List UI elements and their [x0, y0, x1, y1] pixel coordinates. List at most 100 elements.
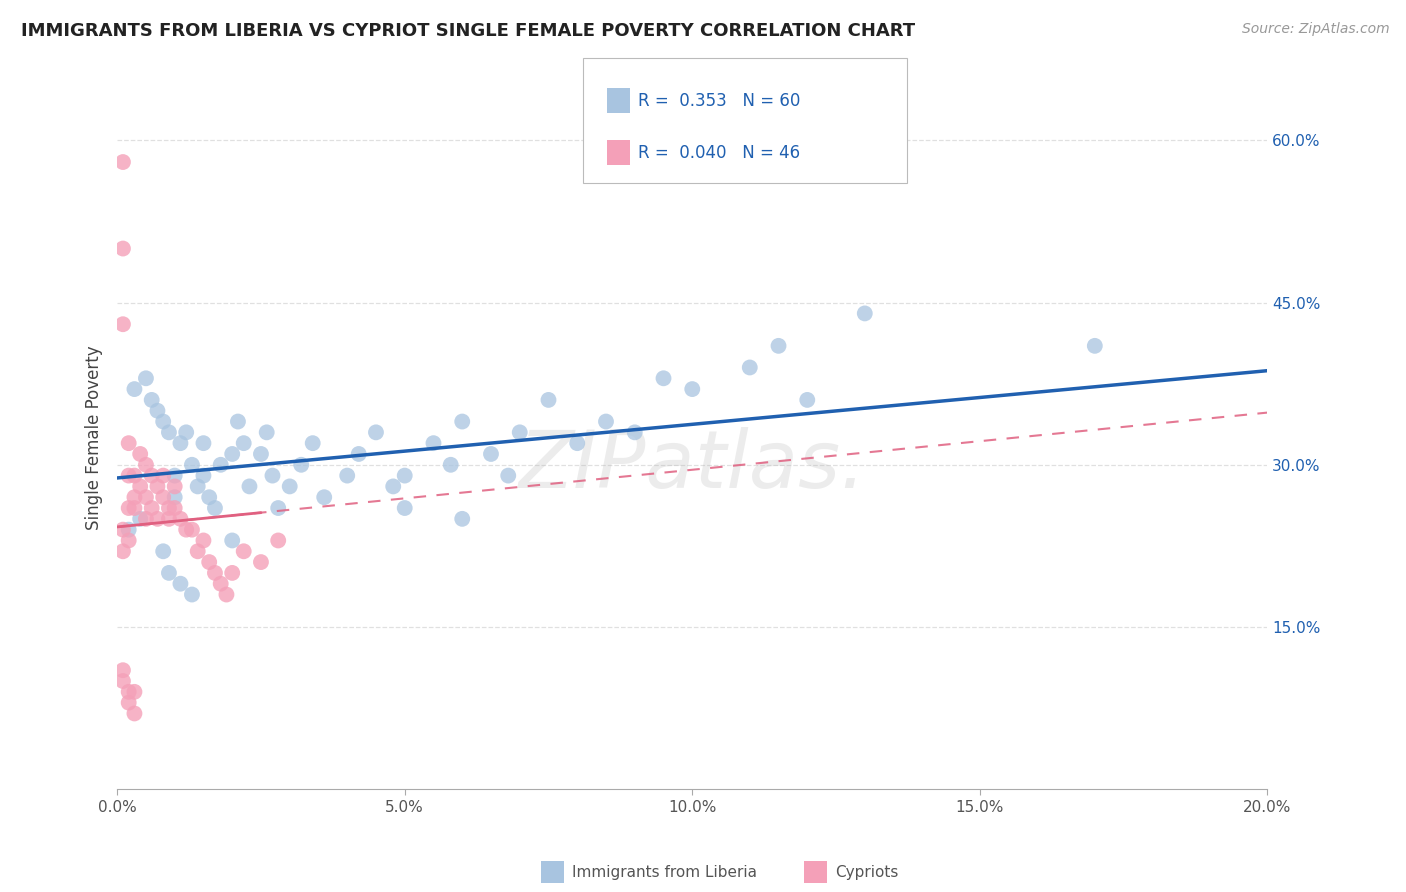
Point	[169, 512, 191, 526]
Point	[204, 501, 226, 516]
Point	[652, 371, 675, 385]
Point	[595, 415, 617, 429]
Point	[111, 155, 134, 169]
Point	[209, 458, 232, 472]
Point	[364, 425, 387, 440]
Point	[204, 566, 226, 580]
Point	[135, 490, 157, 504]
Point	[187, 479, 209, 493]
Point	[111, 317, 134, 331]
Point	[124, 706, 146, 721]
Point	[124, 468, 146, 483]
Point	[256, 425, 278, 440]
Point	[451, 415, 474, 429]
Point	[181, 588, 204, 602]
Point	[129, 479, 152, 493]
Point	[163, 501, 186, 516]
Point	[187, 544, 209, 558]
Point	[174, 425, 197, 440]
Point	[152, 490, 174, 504]
Point	[146, 512, 169, 526]
Point	[118, 533, 141, 548]
Point	[250, 447, 273, 461]
Point	[198, 555, 221, 569]
Point	[347, 447, 370, 461]
Point	[440, 458, 463, 472]
Point	[290, 458, 312, 472]
Point	[129, 447, 152, 461]
Point	[181, 458, 204, 472]
Text: ZIPatlas.: ZIPatlas.	[519, 427, 866, 505]
Point	[169, 576, 191, 591]
Point	[163, 468, 186, 483]
Point	[193, 436, 215, 450]
Point	[336, 468, 359, 483]
Point	[768, 339, 790, 353]
Point	[157, 501, 180, 516]
Point	[738, 360, 761, 375]
Text: Source: ZipAtlas.com: Source: ZipAtlas.com	[1241, 22, 1389, 37]
Point	[853, 306, 876, 320]
Point	[118, 468, 141, 483]
Point	[124, 382, 146, 396]
Point	[118, 696, 141, 710]
Point	[124, 490, 146, 504]
Point	[623, 425, 645, 440]
Point	[193, 533, 215, 548]
Point	[496, 468, 519, 483]
Point	[135, 458, 157, 472]
Point	[152, 468, 174, 483]
Point	[124, 501, 146, 516]
Point	[422, 436, 444, 450]
Point	[157, 512, 180, 526]
Point	[1084, 339, 1107, 353]
Point	[314, 490, 336, 504]
Point	[509, 425, 531, 440]
Point	[111, 544, 134, 558]
Text: Cypriots: Cypriots	[835, 865, 898, 880]
Point	[135, 512, 157, 526]
Point	[174, 523, 197, 537]
Point	[238, 479, 260, 493]
Point	[152, 415, 174, 429]
Point	[479, 447, 502, 461]
Point	[262, 468, 284, 483]
Point	[267, 533, 290, 548]
Point	[232, 544, 254, 558]
Point	[221, 447, 243, 461]
Point	[169, 436, 191, 450]
Text: IMMIGRANTS FROM LIBERIA VS CYPRIOT SINGLE FEMALE POVERTY CORRELATION CHART: IMMIGRANTS FROM LIBERIA VS CYPRIOT SINGL…	[21, 22, 915, 40]
Point	[681, 382, 703, 396]
Point	[301, 436, 323, 450]
Point	[141, 468, 163, 483]
Text: R =  0.040   N = 46: R = 0.040 N = 46	[638, 144, 800, 161]
Point	[221, 566, 243, 580]
Point	[394, 468, 416, 483]
Point	[141, 501, 163, 516]
Point	[118, 685, 141, 699]
Point	[146, 403, 169, 417]
Point	[118, 523, 141, 537]
Point	[278, 479, 301, 493]
Point	[382, 479, 405, 493]
Point	[198, 490, 221, 504]
Text: Immigrants from Liberia: Immigrants from Liberia	[572, 865, 758, 880]
Point	[129, 512, 152, 526]
Point	[567, 436, 589, 450]
Point	[221, 533, 243, 548]
Point	[157, 566, 180, 580]
Point	[146, 479, 169, 493]
Point	[135, 371, 157, 385]
Point	[163, 479, 186, 493]
Point	[157, 425, 180, 440]
Point	[111, 673, 134, 688]
Point	[118, 501, 141, 516]
Point	[215, 588, 238, 602]
Point	[209, 576, 232, 591]
Point	[111, 242, 134, 256]
Point	[250, 555, 273, 569]
Y-axis label: Single Female Poverty: Single Female Poverty	[86, 345, 103, 530]
Point	[111, 523, 134, 537]
Point	[451, 512, 474, 526]
Point	[193, 468, 215, 483]
